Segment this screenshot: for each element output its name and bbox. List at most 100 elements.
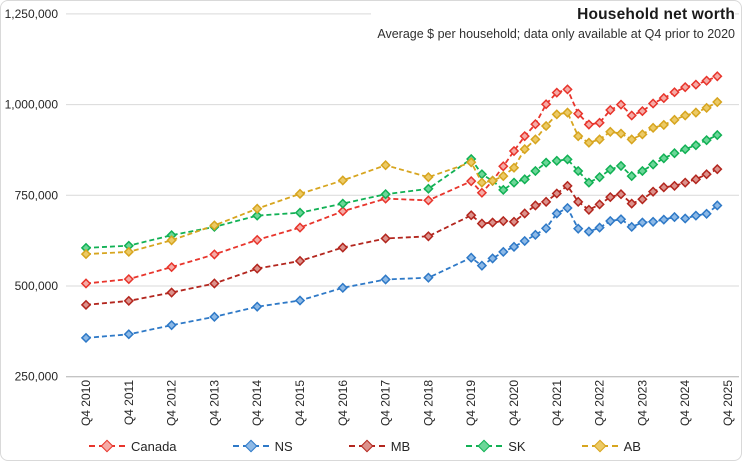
data-point <box>551 208 562 219</box>
data-point <box>209 311 220 322</box>
data-point <box>423 171 434 183</box>
y-tick-label: 1,250,000 <box>5 7 59 21</box>
chart-title: Household net worth <box>577 6 735 23</box>
data-point <box>123 240 134 251</box>
x-tick-label: Q4 2011 <box>122 380 136 425</box>
data-point <box>540 157 552 168</box>
legend-item-ns: NS <box>232 438 293 454</box>
gridlines <box>66 13 739 378</box>
data-point <box>252 210 263 221</box>
data-point <box>476 187 488 198</box>
chart-subtitle: Average $ per household; data only avail… <box>377 27 735 41</box>
y-tick-label: 250,000 <box>15 370 59 384</box>
data-point <box>669 114 680 125</box>
data-point <box>690 107 702 118</box>
data-point <box>690 174 702 185</box>
legend-item-canada: Canada <box>89 439 177 454</box>
data-point <box>647 159 659 170</box>
data-point <box>540 120 552 132</box>
data-point <box>466 157 477 168</box>
data-point <box>690 210 702 221</box>
data-point <box>530 134 541 145</box>
data-point <box>123 246 134 258</box>
data-point <box>252 234 263 246</box>
data-point <box>423 195 434 206</box>
data-point <box>583 226 595 237</box>
diamond-marker-icon <box>244 439 257 453</box>
data-point <box>605 215 616 227</box>
data-point <box>690 79 702 90</box>
data-point <box>337 206 348 217</box>
y-tick-label: 750,000 <box>15 188 59 202</box>
x-tick-label: Q4 2025 <box>721 380 735 426</box>
diamond-marker-icon <box>477 439 491 453</box>
data-point <box>615 160 627 172</box>
data-point <box>669 211 680 223</box>
data-point <box>658 214 669 225</box>
chart-legend: Canada NS MB SK AB <box>89 436 641 456</box>
data-point <box>498 246 509 258</box>
data-point <box>466 175 477 187</box>
data-point <box>166 287 177 298</box>
data-point <box>123 273 134 285</box>
diamond-marker-icon <box>360 439 374 453</box>
x-tick-label: Q4 2014 <box>250 380 264 426</box>
data-point <box>712 96 723 108</box>
data-point <box>209 220 220 231</box>
data-point <box>252 301 263 312</box>
data-point <box>166 320 177 331</box>
data-point <box>551 109 562 120</box>
data-point <box>337 242 348 253</box>
data-point <box>615 214 627 225</box>
data-point <box>573 223 584 234</box>
legend-label-ns: NS <box>274 438 293 454</box>
data-point <box>294 207 306 218</box>
data-point <box>637 105 648 117</box>
data-point <box>626 198 637 209</box>
data-point <box>669 180 680 192</box>
data-point <box>637 194 648 205</box>
x-tick-label: Q4 2017 <box>379 380 393 426</box>
data-point <box>294 222 306 233</box>
x-axis-labels: Q4 2010 Q4 2011 Q4 2012 Q4 2013 Q4 2014 Q4 20… <box>79 380 735 426</box>
data-point <box>476 177 488 188</box>
data-point <box>530 165 541 177</box>
data-point <box>487 175 498 186</box>
legend-marker-ns <box>232 439 269 453</box>
data-point <box>423 183 434 194</box>
data-point <box>519 144 530 155</box>
data-point <box>658 119 669 131</box>
data-point <box>680 82 691 93</box>
data-point <box>605 164 616 175</box>
x-tick-label: Q4 2010 <box>79 380 93 426</box>
x-tick-label: Q4 2012 <box>165 380 179 426</box>
data-point <box>540 223 552 234</box>
y-tick-label: 500,000 <box>15 279 59 293</box>
data-point <box>712 129 723 141</box>
data-point <box>583 137 595 148</box>
data-point <box>615 128 627 139</box>
data-point <box>562 154 573 165</box>
data-point <box>80 332 92 344</box>
data-point <box>80 278 92 289</box>
data-point <box>594 222 605 233</box>
data-point <box>712 164 723 175</box>
legend-label-canada: Canada <box>131 438 177 454</box>
data-point <box>626 134 637 145</box>
data-point <box>337 198 348 209</box>
data-point <box>487 253 498 264</box>
data-point <box>594 134 605 145</box>
data-point <box>712 71 723 82</box>
data-point <box>380 233 391 244</box>
data-point <box>637 217 648 228</box>
data-point <box>508 241 520 252</box>
data-point <box>551 188 562 199</box>
x-tick-label: Q4 2013 <box>207 380 221 426</box>
data-point <box>647 186 659 197</box>
series-ns <box>80 200 723 344</box>
data-point <box>583 177 595 188</box>
data-point <box>519 174 530 185</box>
data-point <box>294 188 306 200</box>
data-point <box>209 249 220 260</box>
data-point <box>551 155 562 166</box>
